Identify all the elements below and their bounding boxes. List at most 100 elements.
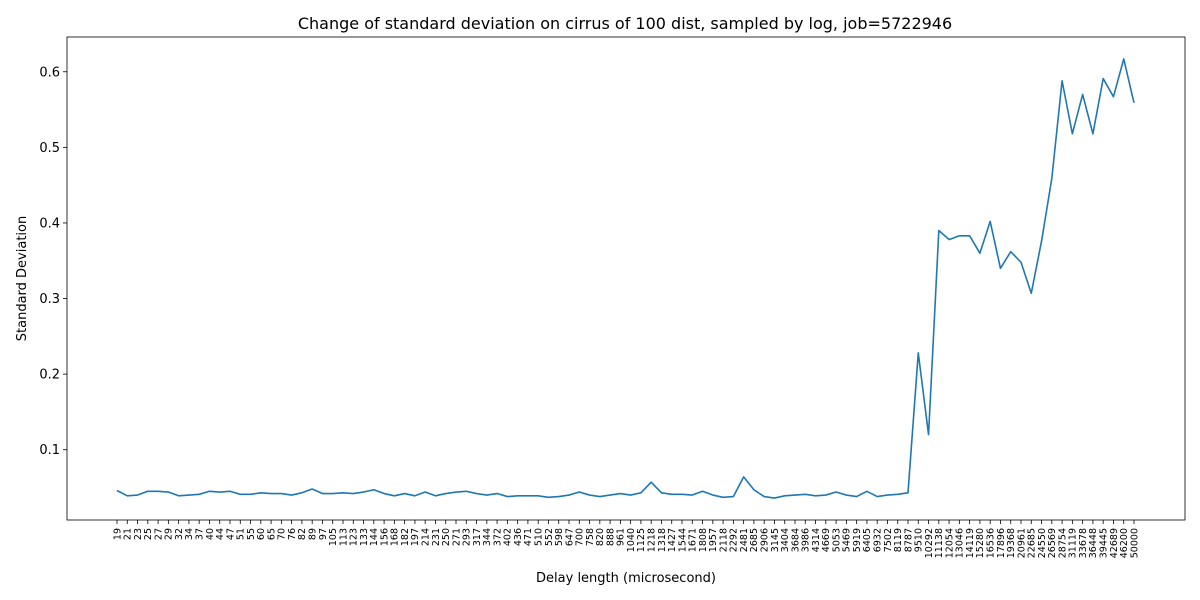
x-tick-label: 97 [318, 528, 329, 540]
x-tick-label: 44 [215, 528, 226, 540]
x-tick-label: 8787 [903, 528, 914, 552]
x-tick-label: 3404 [780, 528, 791, 552]
x-tick-label: 47 [225, 528, 236, 540]
x-tick-label: 647 [564, 528, 575, 546]
x-tick-label: 22685 [1027, 528, 1038, 558]
x-tick-label: 13046 [955, 528, 966, 558]
x-tick-label: 34 [184, 528, 195, 540]
x-tick-label: 55 [246, 528, 257, 540]
x-tick-label: 7502 [883, 528, 894, 552]
x-tick-label: 2906 [759, 528, 770, 552]
x-tick-label: 820 [595, 528, 606, 546]
x-tick-label: 10292 [924, 528, 935, 558]
x-tick-label: 21 [123, 528, 134, 540]
x-tick-label: 27 [153, 528, 164, 540]
series-line [116, 58, 1135, 499]
x-tick-label: 5469 [842, 528, 853, 552]
x-tick-label: 37 [194, 528, 205, 540]
x-tick-label: 888 [605, 528, 616, 546]
x-tick-label: 50000 [1129, 528, 1140, 558]
x-tick-label: 14119 [965, 528, 976, 558]
x-tick-label: 23 [133, 528, 144, 540]
x-tick-label: 76 [287, 528, 298, 540]
x-tick-label: 1957 [708, 528, 719, 552]
x-tick-label: 36448 [1088, 528, 1099, 558]
x-tick-label: 51 [236, 528, 247, 540]
x-axis: 19 21 23 25 27 29 32 34 37 40 44 47 51 55 60 65 70 76 82 89… [112, 520, 1140, 558]
x-tick-label: 182 [400, 528, 411, 546]
x-tick-label: 3145 [770, 528, 781, 552]
x-tick-label: 19368 [1006, 528, 1017, 558]
plot-area-frame [66, 36, 1186, 521]
y-tick-label: 0.1 [39, 443, 60, 458]
y-tick-label: 0.2 [39, 368, 60, 383]
x-tick-label: 197 [410, 528, 421, 546]
x-axis-label: Delay length (microsecond) [536, 571, 716, 586]
x-tick-label: 15280 [975, 528, 986, 558]
x-tick-label: 250 [441, 528, 452, 546]
x-tick-label: 8119 [893, 528, 904, 552]
x-tick-label: 598 [554, 528, 565, 546]
x-tick-label: 214 [420, 528, 431, 546]
x-tick-label: 28754 [1057, 528, 1068, 558]
x-tick-label: 60 [256, 528, 267, 540]
x-tick-label: 29 [164, 528, 175, 540]
x-tick-label: 25 [143, 528, 154, 540]
x-tick-label: 89 [307, 528, 318, 540]
x-tick-label: 82 [297, 528, 308, 540]
x-tick-label: 1218 [646, 528, 657, 552]
x-tick-label: 317 [472, 528, 483, 546]
x-tick-label: 17896 [996, 528, 1007, 558]
x-tick-label: 12054 [944, 528, 955, 558]
x-tick-label: 3684 [790, 528, 801, 552]
x-tick-label: 2292 [729, 528, 740, 552]
x-tick-label: 2118 [718, 528, 729, 552]
x-tick-label: 372 [492, 528, 503, 546]
x-tick-label: 105 [328, 528, 339, 546]
x-tick-label: 156 [379, 528, 390, 546]
x-tick-label: 33678 [1078, 528, 1089, 558]
x-tick-label: 31119 [1068, 528, 1079, 558]
x-tick-label: 552 [544, 528, 555, 546]
x-tick-label: 20961 [1016, 528, 1027, 558]
y-axis: 0.1 0.2 0.3 0.4 0.5 0.6 [39, 65, 67, 458]
x-tick-label: 4314 [811, 528, 822, 552]
y-tick-label: 0.4 [39, 216, 60, 231]
chart-title: Change of standard deviation on cirrus o… [298, 14, 952, 33]
x-tick-label: 1544 [677, 528, 688, 552]
x-tick-label: 113 [338, 528, 349, 546]
x-tick-label: 144 [369, 528, 380, 546]
x-tick-label: 344 [482, 528, 493, 546]
x-tick-label: 1040 [626, 528, 637, 552]
x-tick-label: 24550 [1037, 528, 1048, 558]
x-tick-label: 39445 [1098, 528, 1109, 558]
y-tick-label: 0.3 [39, 292, 60, 307]
x-tick-label: 5919 [852, 528, 863, 552]
x-tick-label: 1671 [688, 528, 699, 552]
x-tick-label: 1125 [636, 528, 647, 552]
x-tick-label: 16536 [985, 528, 996, 558]
x-tick-label: 2481 [739, 528, 750, 552]
x-tick-label: 2685 [749, 528, 760, 552]
x-tick-label: 168 [390, 528, 401, 546]
x-tick-label: 65 [266, 528, 277, 540]
x-tick-label: 6932 [872, 528, 883, 552]
x-tick-label: 471 [523, 528, 534, 546]
x-tick-label: 6405 [862, 528, 873, 552]
x-tick-label: 758 [585, 528, 596, 546]
x-tick-label: 32 [174, 528, 185, 540]
x-tick-label: 231 [431, 528, 442, 546]
x-tick-label: 4669 [821, 528, 832, 552]
x-tick-label: 402 [503, 528, 514, 546]
x-tick-label: 700 [575, 528, 586, 546]
x-tick-label: 5053 [831, 528, 842, 552]
x-tick-label: 70 [277, 528, 288, 540]
y-tick-label: 0.5 [39, 141, 60, 156]
x-tick-label: 11138 [934, 528, 945, 558]
y-tick-label: 0.6 [39, 65, 60, 80]
x-tick-label: 1318 [657, 528, 668, 552]
x-tick-label: 123 [349, 528, 360, 546]
x-tick-label: 1808 [698, 528, 709, 552]
x-tick-label: 46200 [1119, 528, 1130, 558]
x-tick-label: 1427 [667, 528, 678, 552]
